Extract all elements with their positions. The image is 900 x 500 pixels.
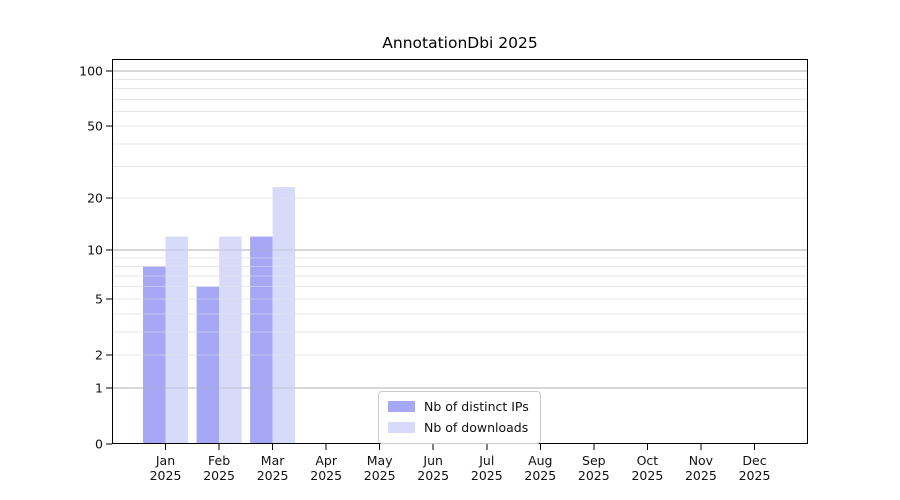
legend-label-downloads: Nb of downloads <box>424 420 529 435</box>
x-tick-label-year: 2025 <box>631 468 663 483</box>
bar-distinct-ips-mar <box>250 236 273 444</box>
x-tick-label-month: Apr <box>315 453 337 468</box>
bar-downloads-mar <box>272 187 296 444</box>
legend-swatch-distinct-ips <box>388 400 415 413</box>
bar-downloads-feb <box>219 236 242 444</box>
y-tick-label: 5 <box>95 292 103 307</box>
y-tick-label: 50 <box>87 119 103 134</box>
y-tick-label: 2 <box>95 348 103 363</box>
x-tick-label-month: Sep <box>582 453 606 468</box>
legend-swatch-downloads <box>388 421 415 434</box>
bar-distinct-ips-jan <box>143 266 166 444</box>
x-tick-label-year: 2025 <box>524 468 556 483</box>
bar-downloads-jan <box>165 236 188 444</box>
x-tick-label-year: 2025 <box>739 468 771 483</box>
x-tick-label-month: Jan <box>155 453 175 468</box>
x-tick-label-year: 2025 <box>685 468 717 483</box>
x-tick-label-month: Mar <box>261 453 285 468</box>
x-tick-label-month: Jul <box>478 453 494 468</box>
y-tick-label: 100 <box>79 63 103 78</box>
x-tick-label-year: 2025 <box>578 468 610 483</box>
x-tick-label-month: May <box>367 453 393 468</box>
y-tick-label: 0 <box>95 437 103 452</box>
x-tick-label-month: Dec <box>742 453 766 468</box>
legend: Nb of distinct IPs Nb of downloads <box>378 391 541 444</box>
x-tick-label-month: Aug <box>528 453 552 468</box>
x-tick-label-month: Jun <box>422 453 443 468</box>
x-tick-label-year: 2025 <box>471 468 503 483</box>
x-tick-label-year: 2025 <box>310 468 342 483</box>
y-tick-label: 10 <box>87 243 103 258</box>
legend-label-distinct-ips: Nb of distinct IPs <box>424 399 529 414</box>
x-tick-label-month: Oct <box>637 453 659 468</box>
y-tick-label: 1 <box>95 381 103 396</box>
x-tick-label-year: 2025 <box>364 468 396 483</box>
y-tick-label: 20 <box>87 190 103 205</box>
chart-title: AnnotationDbi 2025 <box>382 34 538 52</box>
legend-item-distinct-ips: Nb of distinct IPs <box>388 396 529 417</box>
x-tick-label-year: 2025 <box>150 468 182 483</box>
x-tick-label-year: 2025 <box>257 468 289 483</box>
x-tick-label-month: Feb <box>208 453 230 468</box>
bar-distinct-ips-feb <box>196 286 220 444</box>
x-tick-label-year: 2025 <box>203 468 235 483</box>
x-tick-label-year: 2025 <box>417 468 449 483</box>
legend-item-downloads: Nb of downloads <box>388 417 529 438</box>
x-tick-label-month: Nov <box>689 453 714 468</box>
